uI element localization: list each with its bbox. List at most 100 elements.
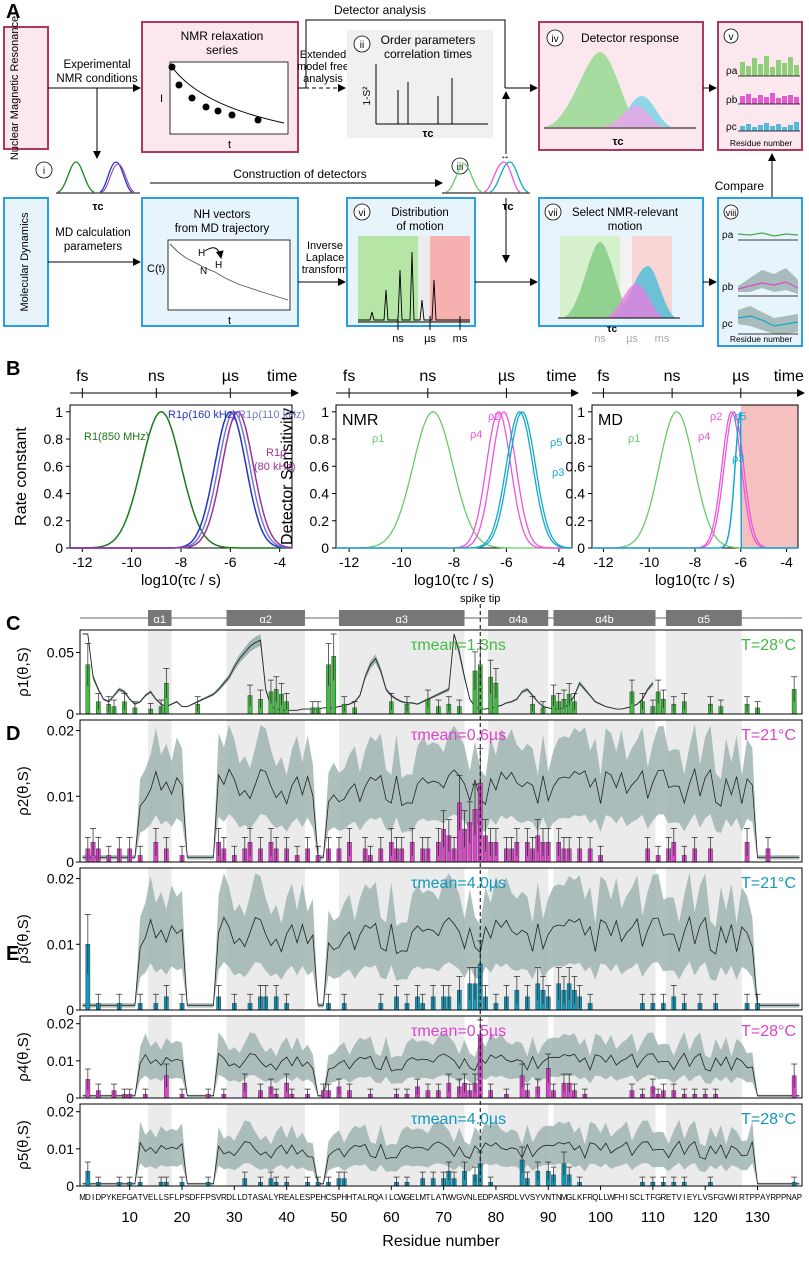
sequence-residue: H [347, 1193, 353, 1202]
mini-bar-2-9 [794, 122, 799, 131]
xtick-label: -6 [224, 554, 237, 570]
mini-bar-1-8 [788, 95, 793, 104]
sequence-residue: C [634, 1193, 640, 1202]
md-box [3, 197, 49, 327]
nh-title-1: NH vectors [194, 209, 251, 221]
temperature-label: T=28°C [741, 1111, 796, 1128]
residue-tick-label: 130 [745, 1209, 770, 1226]
mini-bar-2-5 [770, 126, 775, 131]
sequence-residue: I [385, 1193, 387, 1202]
sel-title-2: motion [608, 221, 643, 233]
sequence-residue: E [148, 1193, 153, 1202]
sequence-residue: L [431, 1193, 436, 1202]
ytick-label: 0.01 [47, 936, 74, 952]
sequence-residue: L [175, 1193, 180, 1202]
sequence-residue: C [394, 1193, 400, 1202]
helix-0 [148, 610, 172, 626]
sequence-residue: T [425, 1193, 430, 1202]
md-params-1: MD calculation [55, 227, 130, 239]
sequence-residue: T [745, 1193, 750, 1202]
sensitivity-curve-1-4 [336, 411, 572, 549]
tau-mean-label: τmean=4.0µs [411, 875, 506, 892]
ytick-label: 0.6 [44, 458, 64, 474]
ytick-label: 0.8 [310, 431, 330, 447]
xtick-label: -12 [339, 554, 359, 570]
order-title-1: Order parameters [381, 33, 476, 47]
ytick-label: 1 [577, 404, 585, 420]
ytick-label: 0 [66, 1178, 74, 1194]
exp-conditions-2: NMR conditions [56, 73, 137, 85]
dist-title-2: of motion [396, 221, 443, 233]
temperature-label: T=28°C [741, 637, 796, 654]
sequence-residue: D [190, 1193, 196, 1202]
xtick-label: -8 [689, 554, 702, 570]
sequence-residue: T [352, 1193, 357, 1202]
tau-mean-label: τmean=1.3ns [411, 637, 506, 654]
spike-tip-label: spike tip [460, 593, 500, 605]
sequence-residue: L [154, 1193, 159, 1202]
mini-bar-0-9 [794, 65, 799, 76]
ytick-label: 0.4 [566, 486, 586, 502]
mini-bar-1-3 [758, 95, 763, 104]
residue-tick-label: 50 [331, 1209, 348, 1226]
sequence-residue: T [248, 1193, 253, 1202]
mini-bar-0-0 [740, 62, 745, 76]
residue-ylabel: ρ5(θ,S) [15, 1120, 32, 1169]
sequence-residue: P [206, 1193, 211, 1202]
roman-vi: vi [358, 208, 365, 219]
mini-bar-0-1 [746, 66, 751, 76]
sequence-residue: H [619, 1193, 625, 1202]
sequence-residue: L [604, 1193, 609, 1202]
label-r1rho-110: R1ρ(110 kHz) [238, 409, 305, 421]
residue-response-bars [738, 56, 800, 132]
xtick-label: -8 [175, 554, 188, 570]
sel-magenta-curve [604, 284, 664, 318]
timescale-fs: fs [343, 368, 355, 385]
curve-iii-magenta [483, 161, 521, 193]
helix-label-0: α1 [154, 614, 166, 626]
md-label: Molecular Dynamics [19, 212, 31, 312]
sequence-residue: Q [372, 1193, 378, 1202]
timescale-µs: µs [498, 368, 515, 385]
ytick-label: 0.02 [47, 723, 74, 739]
sequence-residue: S [331, 1193, 336, 1202]
temperature-label: T=21°C [741, 875, 796, 892]
sequence-residue: L [572, 1193, 577, 1202]
sequence-residue: V [676, 1193, 682, 1202]
detector-response-title: Detector response [581, 31, 679, 45]
sequence-residue: L [473, 1193, 478, 1202]
residue-panel-frame [79, 719, 803, 863]
mini-bar-2-7 [782, 127, 787, 131]
ytick-label: 0 [321, 540, 329, 556]
residue-tick-label: 40 [278, 1209, 295, 1226]
roman-iv: iv [551, 34, 558, 45]
mini-bar-0-7 [782, 63, 787, 76]
ytick-label: 0 [55, 540, 63, 556]
sequence-residue: C [326, 1193, 332, 1202]
atom-n: N [200, 266, 207, 277]
md-inaccessible-region [740, 405, 798, 548]
sequence-residue: G [404, 1193, 410, 1202]
sequence-residue: A [493, 1193, 499, 1202]
sequence-residue: M [419, 1193, 426, 1202]
xtick-label: -6 [735, 554, 748, 570]
mini-bar-0-2 [752, 58, 757, 76]
ytick-label: 0.4 [310, 486, 330, 502]
residue-tick-label: 30 [226, 1209, 243, 1226]
sequence-residue: H [320, 1193, 326, 1202]
residue-panel-frame [79, 1103, 803, 1187]
rho-c-v: ρc [726, 122, 737, 133]
mini-bar-1-4 [764, 97, 769, 104]
curve-i-green [57, 161, 95, 193]
mini-bar-1-7 [782, 96, 787, 104]
exp-conditions-1: Experimental [63, 59, 130, 71]
sequence-residue: Y [106, 1193, 112, 1202]
rho-c-viii: ρc [722, 319, 733, 330]
panel-label-e: E [6, 943, 19, 965]
md-params-2: parameters [64, 241, 122, 253]
sequence-residue: S [185, 1193, 190, 1202]
helix-4 [553, 610, 656, 626]
relaxation-plot [169, 61, 289, 135]
helix-label-1: α2 [259, 614, 271, 626]
